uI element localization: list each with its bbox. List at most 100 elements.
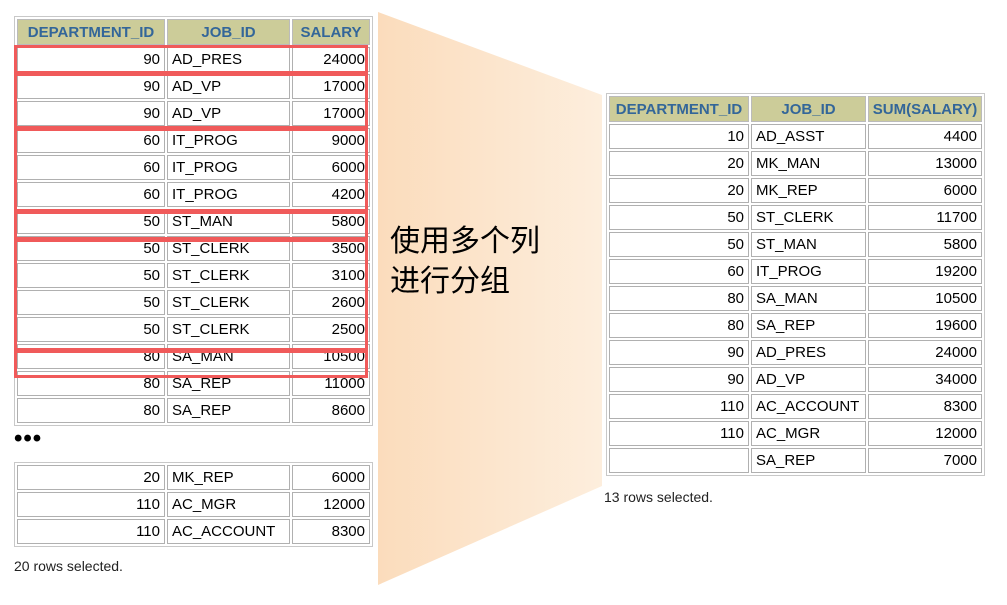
table-cell: 3100 xyxy=(292,263,370,288)
col-header: SALARY xyxy=(292,19,370,45)
table-cell: ST_CLERK xyxy=(167,290,290,315)
table-cell: 13000 xyxy=(868,151,982,176)
table-cell: 17000 xyxy=(292,101,370,126)
table-cell: IT_PROG xyxy=(167,155,290,180)
table-row: 110 AC_MGR 12000 xyxy=(609,421,982,446)
table-row: 80 SA_MAN 10500 xyxy=(17,344,370,369)
table-row: 80 SA_REP 11000 xyxy=(17,371,370,396)
table-row: 20 MK_MAN 13000 xyxy=(609,151,982,176)
table-cell: 9000 xyxy=(292,128,370,153)
table-cell: MK_REP xyxy=(167,465,290,490)
table-cell: 5800 xyxy=(292,209,370,234)
table-cell: 6000 xyxy=(292,155,370,180)
table-row: 10 AD_ASST 4400 xyxy=(609,124,982,149)
table-cell: 11700 xyxy=(868,205,982,230)
table-cell: 50 xyxy=(609,205,749,230)
table-cell: 24000 xyxy=(292,47,370,72)
table-cell: 24000 xyxy=(868,340,982,365)
table-row: 50 ST_CLERK 3500 xyxy=(17,236,370,261)
table-row: 20 MK_REP 6000 xyxy=(17,465,370,490)
table-row: 90 AD_VP 17000 xyxy=(17,101,370,126)
table-cell: 90 xyxy=(17,74,165,99)
table-row: 50 ST_CLERK 2500 xyxy=(17,317,370,342)
table-cell: 10 xyxy=(609,124,749,149)
table-cell: ST_CLERK xyxy=(167,317,290,342)
table-cell: 50 xyxy=(17,263,165,288)
table-cell: ST_CLERK xyxy=(167,236,290,261)
table-cell: AC_ACCOUNT xyxy=(751,394,866,419)
table-cell: 20 xyxy=(17,465,165,490)
table-cell: 4400 xyxy=(868,124,982,149)
table-cell: AD_PRES xyxy=(167,47,290,72)
table-cell: 60 xyxy=(17,128,165,153)
table-cell: IT_PROG xyxy=(167,128,290,153)
table-cell: SA_MAN xyxy=(167,344,290,369)
table-cell: 7000 xyxy=(868,448,982,473)
table-row: 110 AC_MGR 12000 xyxy=(17,492,370,517)
table-cell: 8600 xyxy=(292,398,370,423)
table-cell: ST_CLERK xyxy=(167,263,290,288)
table-row: 60 IT_PROG 9000 xyxy=(17,128,370,153)
table-cell: 90 xyxy=(17,47,165,72)
table-cell: SA_REP xyxy=(751,313,866,338)
employees-table: DEPARTMENT_ID JOB_ID SALARY 90 AD_PRES 240… xyxy=(14,16,373,426)
caption: 使用多个列 进行分组 xyxy=(390,222,540,302)
table-cell: 60 xyxy=(17,182,165,207)
table-cell: 19200 xyxy=(868,259,982,284)
table-cell: AD_PRES xyxy=(751,340,866,365)
col-header: DEPARTMENT_ID xyxy=(17,19,165,45)
table-row: 50 ST_CLERK 11700 xyxy=(609,205,982,230)
table-cell: 60 xyxy=(17,155,165,180)
table-cell: 6000 xyxy=(292,465,370,490)
table-cell: 110 xyxy=(17,519,165,544)
table-row: 80 SA_REP 19600 xyxy=(609,313,982,338)
table-cell: 110 xyxy=(609,421,749,446)
col-header: JOB_ID xyxy=(167,19,290,45)
table-cell: AC_ACCOUNT xyxy=(167,519,290,544)
table-cell: 2600 xyxy=(292,290,370,315)
row-count-right: 13 rows selected. xyxy=(604,489,713,505)
table-cell: 8300 xyxy=(292,519,370,544)
table-cell: 34000 xyxy=(868,367,982,392)
table-cell xyxy=(609,448,749,473)
table-row: 60 IT_PROG 4200 xyxy=(17,182,370,207)
table-cell: 20 xyxy=(609,151,749,176)
table-row: 80 SA_MAN 10500 xyxy=(609,286,982,311)
table-cell: ST_MAN xyxy=(167,209,290,234)
table-cell: AD_VP xyxy=(167,101,290,126)
table-cell: SA_REP xyxy=(751,448,866,473)
table-cell: 110 xyxy=(609,394,749,419)
table-cell: IT_PROG xyxy=(167,182,290,207)
table-cell: SA_REP xyxy=(167,371,290,396)
table-cell: 2500 xyxy=(292,317,370,342)
table-cell: 90 xyxy=(609,340,749,365)
table-row: 90 AD_VP 34000 xyxy=(609,367,982,392)
table-cell: ST_CLERK xyxy=(751,205,866,230)
table-row: 90 AD_PRES 24000 xyxy=(609,340,982,365)
table-cell: AD_ASST xyxy=(751,124,866,149)
table-row: 90 AD_VP 17000 xyxy=(17,74,370,99)
table-row: 110 AC_ACCOUNT 8300 xyxy=(609,394,982,419)
table-cell: 50 xyxy=(17,290,165,315)
table-cell: 90 xyxy=(17,101,165,126)
table-cell: 10500 xyxy=(868,286,982,311)
table-cell: 90 xyxy=(609,367,749,392)
table-row: 20 MK_REP 6000 xyxy=(609,178,982,203)
table-cell: 50 xyxy=(17,317,165,342)
table-row: 50 ST_MAN 5800 xyxy=(609,232,982,257)
table-cell: 4200 xyxy=(292,182,370,207)
table-cell: 80 xyxy=(17,398,165,423)
table-cell: 3500 xyxy=(292,236,370,261)
table-cell: 50 xyxy=(17,236,165,261)
table-cell: 19600 xyxy=(868,313,982,338)
table-cell: 110 xyxy=(17,492,165,517)
table-cell: IT_PROG xyxy=(751,259,866,284)
table-cell: 80 xyxy=(17,344,165,369)
caption-line: 使用多个列 xyxy=(390,224,540,259)
grouped-result-table: DEPARTMENT_ID JOB_ID SUM(SALARY) 10 AD_AS… xyxy=(606,93,985,476)
table-cell: 60 xyxy=(609,259,749,284)
table-cell: 50 xyxy=(609,232,749,257)
table-cell: AD_VP xyxy=(751,367,866,392)
col-header: SUM(SALARY) xyxy=(868,96,982,122)
